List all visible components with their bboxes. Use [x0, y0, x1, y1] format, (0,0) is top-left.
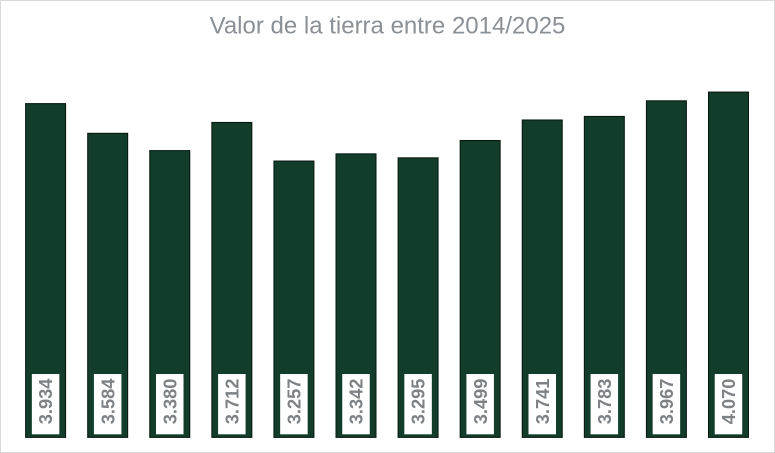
svg-text:3.967: 3.967	[656, 379, 677, 425]
svg-text:Valor de la tierra entre 2014/: Valor de la tierra entre 2014/2025	[210, 13, 566, 40]
svg-text:3.342: 3.342	[346, 379, 367, 425]
svg-text:3.783: 3.783	[594, 379, 615, 425]
svg-text:3.712: 3.712	[221, 379, 242, 425]
svg-text:3.380: 3.380	[159, 379, 180, 425]
svg-text:3.934: 3.934	[35, 378, 56, 425]
svg-text:3.257: 3.257	[284, 379, 305, 425]
svg-text:3.584: 3.584	[97, 378, 118, 425]
svg-text:4.070: 4.070	[718, 379, 739, 425]
svg-text:3.295: 3.295	[408, 379, 429, 425]
svg-text:3.499: 3.499	[470, 379, 491, 425]
svg-text:3.741: 3.741	[532, 379, 553, 425]
